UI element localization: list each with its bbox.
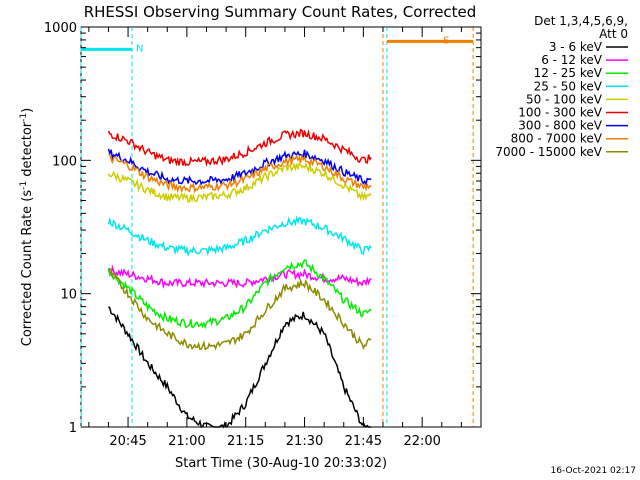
legend-label: 25 - 50 keV	[534, 79, 603, 93]
chart-title: RHESSI Observing Summary Count Rates, Co…	[84, 3, 477, 21]
legend-label: 6 - 12 keV	[541, 53, 603, 67]
series-line	[107, 161, 372, 203]
series-line	[107, 264, 372, 289]
y-axis-label-main: Corrected Count Rate (s	[20, 190, 35, 347]
x-tick-label: 21:00	[168, 434, 205, 449]
series-line	[107, 148, 372, 187]
timestamp: 16-Oct-2021 02:17	[551, 466, 636, 476]
legend-label: 3 - 6 keV	[549, 40, 603, 54]
y-axis-label: Corrected Count Rate (s-1 detector-1)	[19, 108, 35, 346]
flag-layer: NS	[80, 27, 474, 427]
y-axis-label-sup1: -1	[19, 181, 29, 190]
y-tick-label: 10	[60, 288, 77, 303]
series-line	[107, 267, 372, 351]
legend-header-line1: Det 1,3,4,5,6,9,	[534, 14, 628, 28]
axes-layer: 1 10 100 1000 20:45 21:00 21:15 21:30 21:45 22:00	[44, 21, 482, 449]
y-tick-label: 100	[52, 154, 77, 169]
x-tick-label: 21:15	[227, 434, 264, 449]
y-axis-label-sup2: -1	[19, 113, 29, 122]
legend-label: 800 - 7000 keV	[511, 132, 603, 146]
legend-label: 300 - 800 keV	[518, 119, 602, 133]
legend-header-line2: Att 0	[599, 27, 628, 41]
x-tick-label: 21:45	[345, 434, 382, 449]
x-axis-label: Start Time (30-Aug-10 20:33:02)	[175, 456, 387, 471]
x-tick-label: 21:30	[286, 434, 323, 449]
legend-label: 50 - 100 keV	[526, 92, 603, 106]
series-line	[107, 306, 372, 429]
legend-label: 12 - 25 keV	[534, 66, 603, 80]
y-tick-label: 1	[69, 421, 77, 436]
y-axis-label-mid: detector	[20, 121, 35, 181]
series-line	[107, 259, 372, 330]
flag-label: N	[136, 43, 143, 54]
series-layer	[107, 128, 372, 429]
flag-label: S	[443, 35, 449, 46]
legend-label: 7000 - 15000 keV	[495, 145, 602, 159]
series-line	[108, 153, 372, 194]
x-tick-label: 22:00	[403, 434, 440, 449]
x-tick-label: 20:45	[109, 434, 146, 449]
y-axis-label-end: )	[20, 108, 35, 113]
series-line	[107, 128, 372, 167]
plot-area	[80, 26, 482, 428]
series-line	[107, 215, 372, 257]
y-tick-label: 1000	[44, 21, 77, 36]
legend-label: 100 - 300 keV	[518, 106, 602, 120]
plot-frame	[80, 26, 482, 428]
